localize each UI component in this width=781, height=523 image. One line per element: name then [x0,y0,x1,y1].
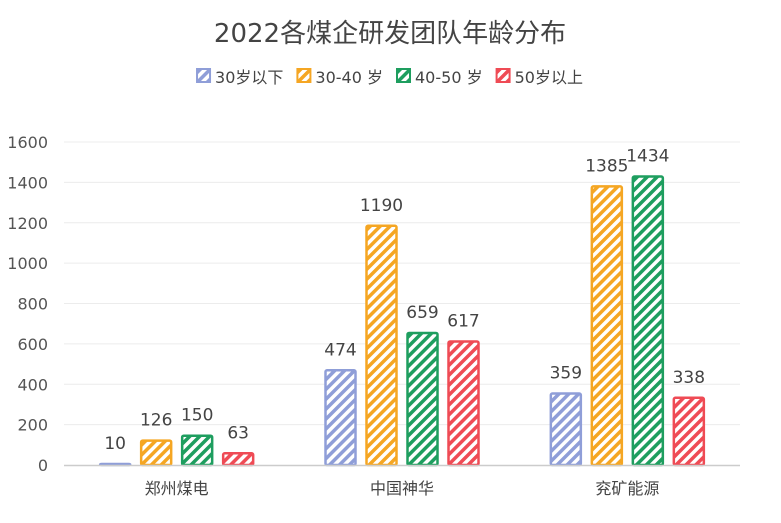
bar-30-40-0 [139,439,173,467]
data-label: 1385 [585,156,628,176]
legend-swatch [196,68,212,83]
legend-item-30[interactable]: 30岁以下 [196,68,283,87]
legend-item-30-40[interactable]: 30-40 岁 [296,68,383,87]
data-label: 1434 [626,147,669,167]
data-label: 659 [406,303,438,323]
legend-label: 30-40 岁 [315,68,383,87]
y-tick-label: 1600 [7,133,48,152]
legend-swatch [396,68,411,83]
data-label: 617 [447,311,479,331]
x-tick-label: 中国神华 [370,479,434,498]
bar-30-2 [549,392,583,467]
data-label: 474 [324,340,356,360]
x-tick-label: 兖矿能源 [595,479,659,498]
legend-swatch [495,68,511,83]
bar-50-1 [447,340,480,467]
bar-30-40-1 [365,224,398,467]
data-label: 150 [181,406,213,426]
y-tick-label: 1400 [7,173,48,192]
y-tick-label: 400 [17,375,48,394]
gridlines [64,141,740,426]
bar-40-50-0 [180,434,214,467]
x-tick-label: 郑州煤电 [145,479,209,498]
bar-40-50-2 [631,175,665,467]
y-tick-label: 0 [38,456,48,475]
y-tick-label: 1000 [7,254,48,273]
legend-item-40-50[interactable]: 40-50 岁 [396,68,483,87]
bar-50-0 [221,452,255,467]
legend-label: 30岁以下 [215,68,283,87]
data-label: 359 [550,364,582,384]
bar-30-1 [324,369,357,467]
legend-item-50[interactable]: 50岁以上 [495,68,583,87]
y-tick-label: 600 [17,335,48,354]
bar-30-40-2 [590,185,624,467]
y-tick-label: 200 [17,416,48,435]
data-label: 10 [104,434,126,454]
legend-label: 40-50 岁 [415,68,483,87]
data-label: 126 [140,411,172,431]
data-label: 63 [227,423,249,443]
y-tick-label: 1200 [7,214,48,233]
data-label: 1190 [360,196,403,216]
legend-swatch [296,68,312,83]
bar-40-50-1 [406,331,439,467]
bar-50-2 [672,396,706,467]
legend: 30岁以下 30-40 岁 40-50 岁 50岁以上 [196,68,583,87]
y-tick-label: 800 [17,295,48,314]
data-label: 338 [673,368,705,388]
y-axis: 0 200 400 600 800 1000 1200 1400 1600 [7,133,48,475]
x-axis: 郑州煤电 中国神华 兖矿能源 [64,464,740,498]
chart-title: 2022各煤企研发团队年龄分布 [214,19,566,49]
legend-label: 50岁以上 [515,68,583,87]
